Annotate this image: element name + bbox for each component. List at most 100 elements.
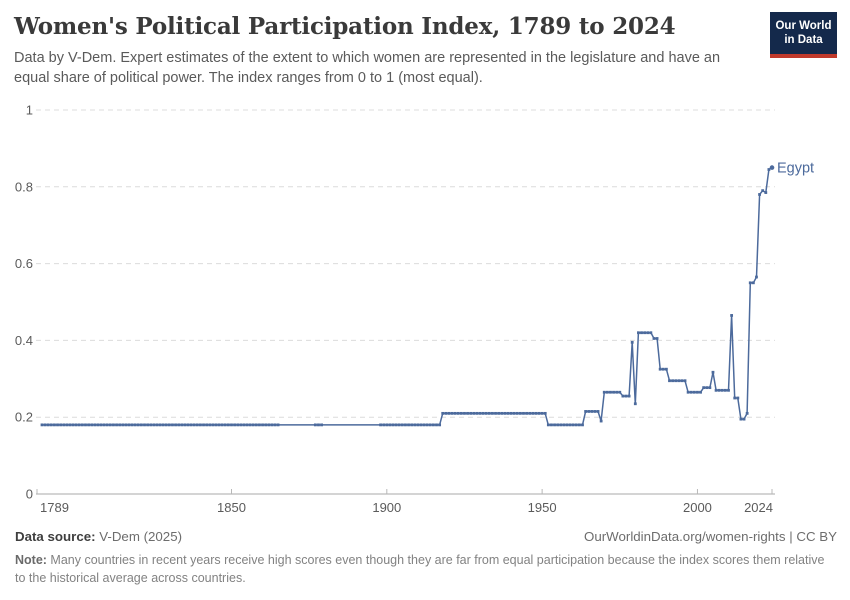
series-marker — [413, 423, 417, 427]
series-marker — [655, 337, 659, 340]
series-marker — [391, 423, 395, 427]
series-end-label: Egypt — [777, 161, 814, 177]
series-marker — [553, 423, 556, 427]
series-marker — [102, 423, 106, 427]
series-marker — [742, 417, 746, 421]
series-marker — [447, 411, 451, 415]
series-marker — [74, 423, 78, 427]
series-marker — [317, 423, 320, 427]
series-marker — [565, 423, 569, 427]
x-tick-label: 1850 — [217, 500, 246, 515]
series-marker — [242, 423, 246, 427]
series-marker — [550, 423, 553, 427]
series-marker — [612, 390, 615, 394]
series-marker — [674, 379, 678, 383]
series-marker — [546, 423, 550, 427]
series-marker — [438, 423, 442, 427]
series-marker — [559, 423, 563, 427]
note-label: Note: — [15, 553, 47, 567]
data-source: Data source: V-Dem (2025) — [15, 529, 182, 544]
y-tick-label: 0.4 — [15, 333, 33, 348]
series-marker — [484, 411, 488, 415]
series-marker — [643, 331, 647, 335]
series-marker — [450, 411, 454, 415]
series-marker — [432, 423, 435, 427]
series-marker — [491, 411, 494, 415]
series-marker — [503, 411, 507, 415]
series-marker — [136, 423, 140, 427]
series-marker — [596, 410, 600, 413]
series-marker — [59, 423, 63, 427]
chart-footer: Data source: V-Dem (2025) OurWorldinData… — [15, 529, 837, 587]
series-marker — [562, 423, 566, 427]
series-marker — [270, 423, 274, 427]
series-marker — [702, 386, 706, 390]
series-marker — [84, 423, 87, 427]
series-marker — [118, 423, 122, 427]
series-marker — [708, 386, 712, 390]
series-marker — [615, 390, 619, 394]
series-marker — [65, 423, 69, 427]
series-marker — [568, 423, 572, 427]
series-marker — [466, 411, 469, 415]
series-marker — [245, 423, 249, 427]
series-marker — [146, 423, 150, 427]
x-tick-label: 1789 — [40, 500, 69, 515]
footer-source-row: Data source: V-Dem (2025) OurWorldinData… — [15, 529, 837, 544]
series-marker — [686, 390, 690, 394]
series-marker — [509, 411, 513, 415]
series-marker — [127, 423, 131, 427]
series-marker — [108, 423, 112, 427]
series-marker — [46, 423, 50, 427]
series-marker — [230, 423, 233, 427]
series-marker — [733, 396, 737, 400]
series-marker — [149, 423, 153, 427]
series-marker — [388, 423, 392, 427]
series-marker — [692, 390, 696, 394]
series-marker — [400, 423, 404, 427]
series-marker — [177, 423, 181, 427]
series-marker — [220, 423, 224, 427]
y-tick-label: 0.6 — [15, 256, 33, 271]
y-tick-label: 0.8 — [15, 179, 33, 194]
series-marker — [649, 331, 653, 335]
series-marker — [53, 423, 56, 427]
series-marker — [251, 423, 255, 427]
series-marker — [646, 331, 650, 335]
series-marker — [261, 423, 264, 427]
series-marker — [581, 423, 584, 427]
series-marker — [435, 423, 438, 427]
series-marker — [528, 411, 532, 415]
x-tick-label: 1900 — [372, 500, 401, 515]
series-marker — [99, 423, 103, 427]
series-marker — [223, 423, 227, 427]
series-marker — [68, 423, 72, 427]
series-marker — [161, 423, 165, 427]
series-marker — [522, 411, 525, 415]
series-marker — [515, 411, 519, 415]
series-marker — [652, 337, 656, 340]
series-marker — [590, 410, 594, 413]
series-marker — [758, 193, 761, 196]
series-marker — [745, 411, 749, 415]
series-marker — [761, 189, 765, 193]
series-marker — [497, 411, 501, 415]
series-marker — [276, 423, 280, 427]
series-marker — [199, 423, 202, 427]
series-marker — [428, 423, 432, 427]
series-marker — [724, 388, 727, 392]
x-tick-label: 1950 — [528, 500, 557, 515]
series-marker — [481, 411, 485, 415]
series-marker — [730, 314, 734, 317]
series-marker — [453, 411, 457, 415]
series-marker — [627, 394, 631, 398]
series-marker — [267, 423, 271, 427]
owid-logo-box: Our World in Data — [770, 12, 837, 54]
series-marker — [422, 423, 426, 427]
owid-logo-red-bar — [770, 53, 837, 58]
series-marker — [689, 390, 693, 394]
chart-subtitle: Data by V-Dem. Expert estimates of the e… — [14, 50, 721, 86]
series-marker — [140, 423, 143, 427]
